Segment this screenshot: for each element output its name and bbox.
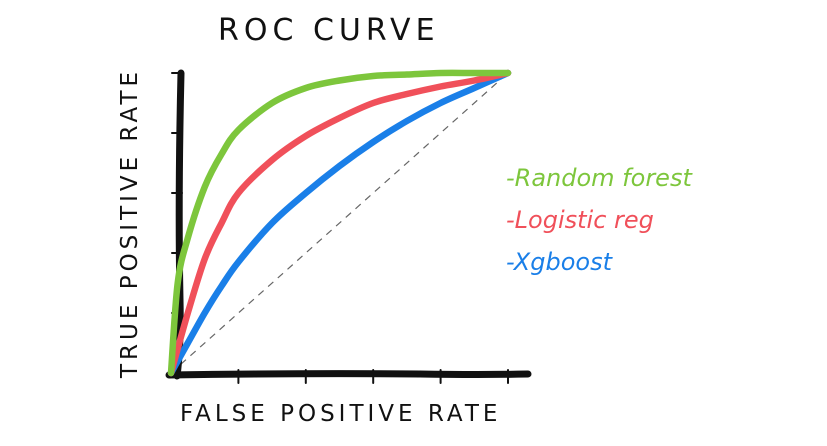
legend-entry-logistic-reg: -Logistic reg xyxy=(506,206,654,234)
x-axis-title: FALSE POSITIVE RATE xyxy=(180,401,501,427)
diagonal-reference-line xyxy=(170,72,509,374)
series-line-logistic-reg xyxy=(167,69,512,377)
legend: -Random forest -Logistic reg -Xgboost xyxy=(506,164,693,276)
legend-entry-xgboost: -Xgboost xyxy=(506,248,614,276)
legend-entry-random-forest: -Random forest xyxy=(506,164,693,192)
y-axis-title: TRUE POSITIVE RATE xyxy=(117,68,143,379)
series-line-xgboost xyxy=(167,69,512,377)
series-layer xyxy=(167,69,512,377)
chart-title: ROC CURVE xyxy=(218,13,440,48)
diagonal-layer xyxy=(170,72,509,374)
x-axis-line xyxy=(165,370,532,379)
series-line-random-forest xyxy=(167,69,512,377)
